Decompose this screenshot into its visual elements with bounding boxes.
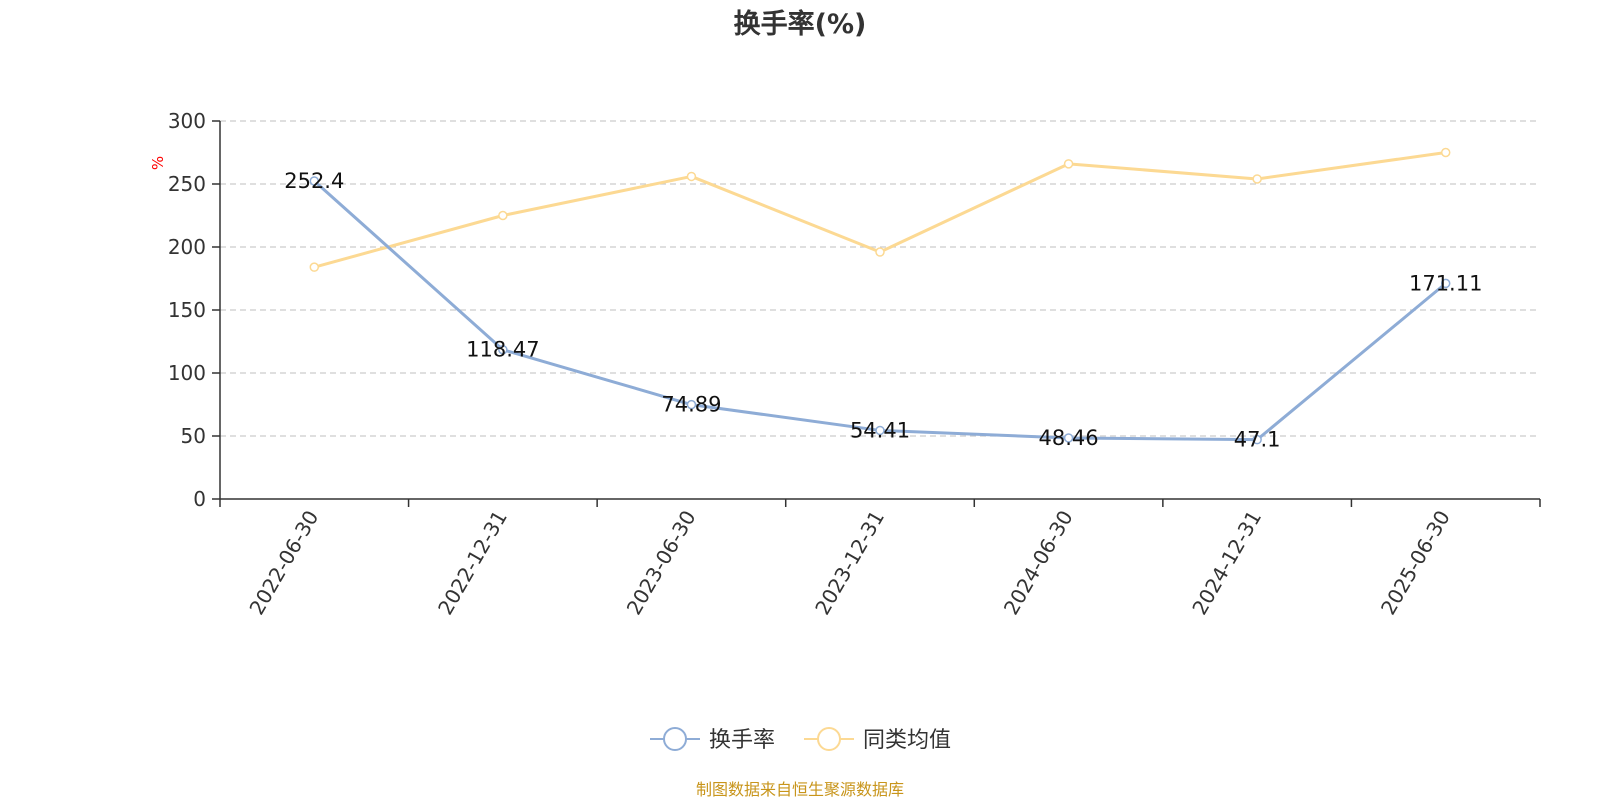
- point-peer_avg-4: [1063, 159, 1074, 169]
- y-tick-label-250: 250: [168, 172, 206, 196]
- y-tick-label-150: 150: [168, 298, 206, 322]
- x-tick-label-2023-06-30: 2023-06-30: [622, 506, 701, 619]
- legend-label-peer_avg: 同类均值: [863, 728, 951, 753]
- data-label-6: 171.11: [1409, 271, 1482, 295]
- x-tick-label-2025-06-30: 2025-06-30: [1376, 506, 1455, 619]
- x-tick-label-2024-12-31: 2024-12-31: [1187, 506, 1266, 619]
- point-turnover-6: [1440, 278, 1451, 289]
- x-axis-ticks: 2022-06-30 2022-12-31 2023-06-30 2023-12-31…: [219, 499, 1541, 619]
- chart-title: 换手率(%): [734, 8, 867, 40]
- data-label-3: 54.41: [850, 418, 910, 442]
- y-tick-label-200: 200: [168, 235, 206, 259]
- x-tick-label-2022-12-31: 2022-12-31: [433, 506, 512, 619]
- point-turnover-5: [1252, 434, 1262, 445]
- y-tick-label-100: 100: [168, 361, 206, 385]
- x-tick-label-2023-12-31: 2023-12-31: [810, 506, 889, 619]
- legend-marker-peer_avg: [817, 727, 841, 751]
- point-turnover-2: [686, 399, 697, 410]
- y-tick-label-0: 0: [193, 487, 206, 511]
- y-axis-unit: %: [149, 156, 167, 170]
- x-tick-label-2024-06-30: 2024-06-30: [999, 506, 1078, 619]
- data-label-5: 47.1: [1234, 428, 1281, 452]
- point-turnover-3: [875, 425, 885, 436]
- data-labels: 252.4 118.47 74.89 54.41 48.46 47.1 171.11: [284, 169, 1482, 452]
- x-tick-label-2022-06-30: 2022-06-30: [244, 506, 323, 619]
- y-tick-label-300: 300: [168, 109, 206, 133]
- point-peer_avg-5: [1252, 174, 1262, 184]
- data-label-1: 118.47: [466, 338, 539, 362]
- point-peer_avg-1: [498, 210, 508, 221]
- data-label-4: 48.46: [1039, 426, 1099, 450]
- point-turnover-1: [498, 344, 508, 355]
- y-tick-label-50: 50: [181, 424, 206, 448]
- point-peer_avg-3: [875, 247, 885, 257]
- point-peer_avg-2: [686, 171, 697, 182]
- data-source-note: 制图数据来自恒生聚源数据库: [696, 780, 904, 799]
- point-turnover-0: [309, 176, 320, 186]
- grid-lines: [220, 120, 1540, 437]
- legend-label-turnover: 换手率: [709, 728, 775, 753]
- y-axis-ticks: 0 50 100 150 200 250 300: [168, 109, 220, 511]
- point-peer_avg-6: [1440, 147, 1451, 158]
- point-turnover-4: [1063, 433, 1074, 443]
- series-lines: [309, 147, 1451, 445]
- data-label-2: 74.89: [661, 393, 721, 417]
- legend: 换手率 同类均值: [650, 727, 951, 753]
- legend-marker-turnover: [663, 727, 687, 751]
- data-label-0: 252.4: [284, 169, 344, 193]
- point-peer_avg-0: [309, 262, 320, 272]
